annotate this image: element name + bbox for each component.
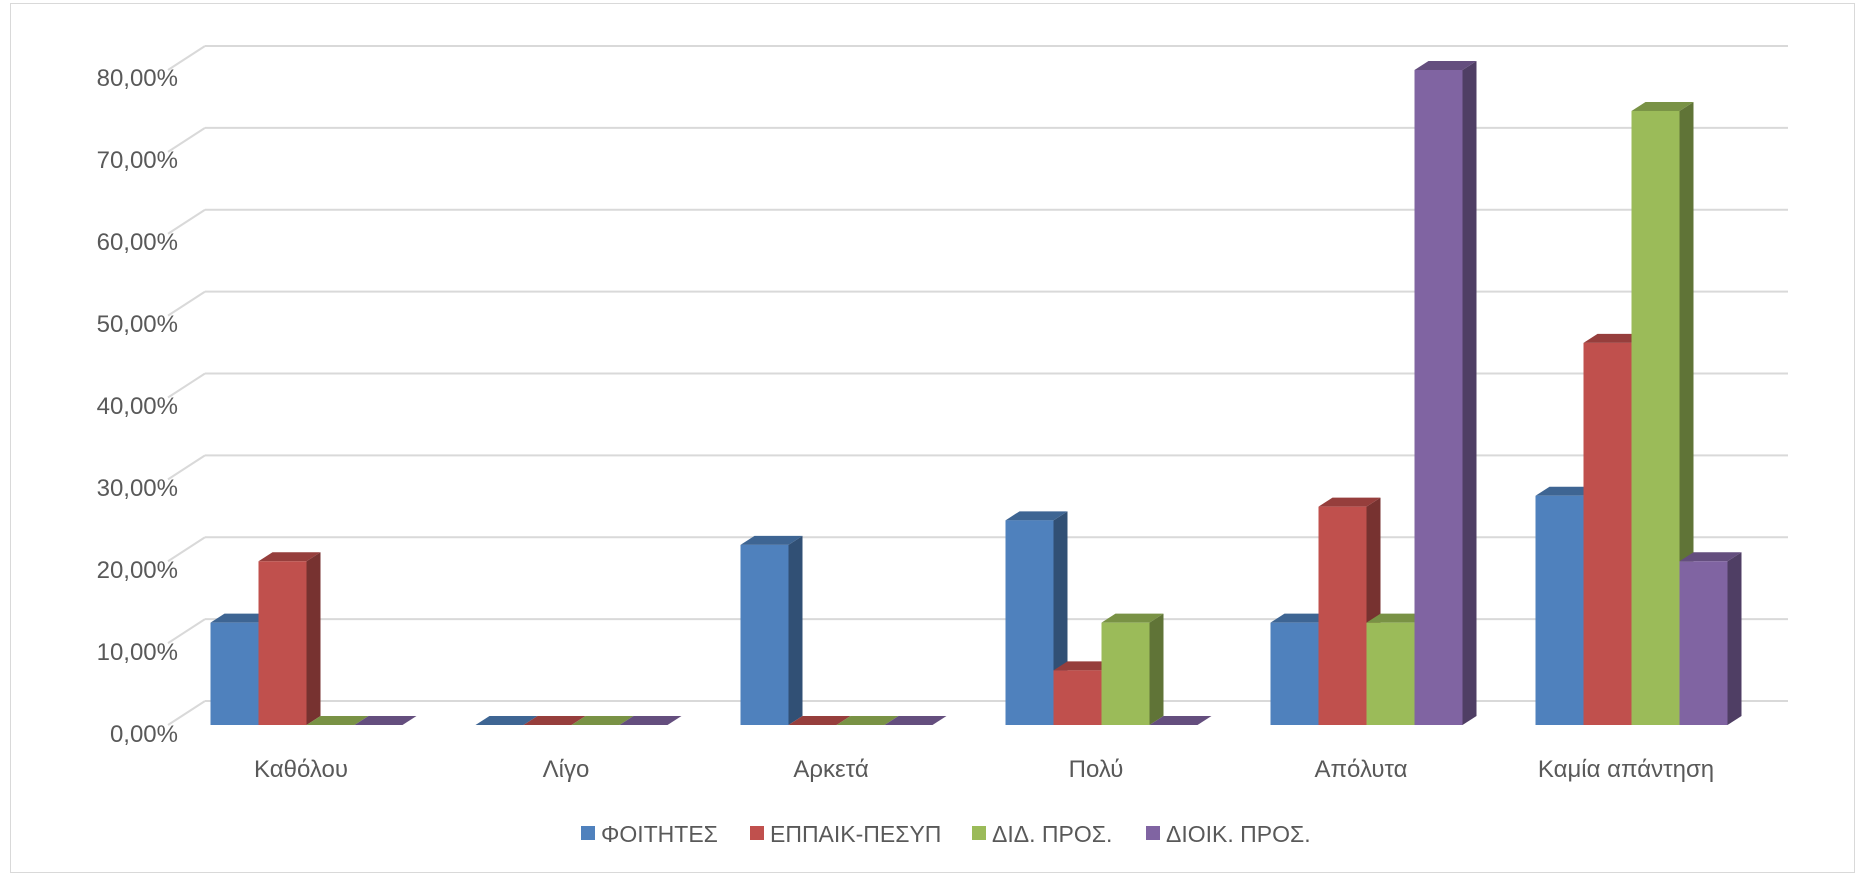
bar-top — [258, 552, 321, 562]
x-category-label: Πολύ — [1069, 756, 1124, 783]
legend-swatch — [972, 826, 986, 840]
x-axis-categories: Καθόλου Λίγο Αρκετά Πολύ Απόλυτα Καμία α… — [254, 756, 1714, 783]
bar — [1149, 716, 1212, 725]
bar-front — [740, 544, 789, 725]
gridline-side — [167, 618, 206, 644]
legend-label: ΔΙΟΙΚ. ΠΡΟΣ. — [1166, 821, 1311, 847]
bar-side — [1462, 61, 1477, 725]
bar-top — [571, 716, 634, 725]
y-tick-label: 60,00% — [97, 229, 178, 256]
bar-top — [1631, 101, 1694, 111]
bar — [619, 716, 682, 725]
legend-label: ΔΙΔ. ΠΡΟΣ. — [992, 821, 1112, 847]
bar-top — [306, 716, 369, 725]
bar-front — [1318, 506, 1367, 725]
bar-front — [1414, 70, 1463, 725]
chart-frame — [10, 3, 1855, 873]
y-tick-label: 50,00% — [97, 311, 178, 338]
gridline-side — [167, 208, 206, 235]
gridline-side — [167, 454, 206, 481]
gridline-side — [167, 372, 206, 399]
gridline-side — [167, 290, 206, 317]
bar-front — [1583, 342, 1632, 725]
bar — [740, 535, 803, 725]
bar-top — [1270, 613, 1333, 623]
bar-side — [1149, 613, 1164, 725]
legend-label: ΕΠΠΑΙΚ-ΠΕΣΥΠ — [770, 821, 941, 847]
gridline-side — [167, 45, 206, 71]
bar-top — [523, 716, 586, 725]
bar — [788, 716, 851, 725]
bar-top — [1366, 613, 1429, 623]
bar — [1318, 497, 1381, 725]
y-tick-label: 70,00% — [97, 147, 178, 174]
bar — [475, 716, 538, 725]
bar — [306, 716, 369, 725]
bar — [354, 716, 417, 725]
bar-front — [1631, 110, 1680, 725]
bar-top — [1101, 613, 1164, 623]
bar-front — [210, 622, 259, 725]
bar-front — [1270, 622, 1319, 725]
bar — [836, 716, 899, 725]
y-tick-label: 0,00% — [110, 721, 178, 748]
legend-swatch — [581, 826, 595, 840]
legend-swatch — [1146, 826, 1160, 840]
bar-front — [1535, 495, 1584, 725]
bar — [571, 716, 634, 725]
bars — [210, 61, 1742, 725]
legend-label: ΦΟΙΤΗΤΕΣ — [601, 821, 718, 847]
bar-top — [884, 716, 947, 725]
bar-top — [619, 716, 682, 725]
bar-top — [1318, 497, 1381, 507]
bar-top — [1535, 486, 1598, 496]
bar-top — [354, 716, 417, 725]
bar — [1679, 552, 1742, 725]
bar-front — [258, 561, 307, 725]
x-category-label: Καμία απάντηση — [1538, 756, 1714, 783]
gridline-side — [167, 700, 206, 726]
bar-top — [836, 716, 899, 725]
bar-top — [1149, 716, 1212, 725]
legend: ΦΟΙΤΗΤΕΣ ΕΠΠΑΙΚ-ΠΕΣΥΠ ΔΙΔ. ΠΡΟΣ. ΔΙΟΙΚ. … — [581, 821, 1311, 847]
y-tick-label: 20,00% — [97, 557, 178, 584]
bar-front — [1005, 520, 1054, 725]
bar-top — [788, 716, 851, 725]
gridlines — [167, 45, 1788, 726]
gridline-side — [167, 536, 206, 563]
gridline-side — [167, 127, 206, 153]
bar-top — [1583, 333, 1646, 343]
bar-front — [1366, 622, 1415, 725]
bar — [1414, 61, 1477, 725]
bar-top — [210, 613, 273, 623]
x-category-label: Απόλυτα — [1314, 756, 1407, 783]
bar-top — [1679, 552, 1742, 562]
bar-top — [1053, 661, 1116, 671]
bar-top — [1414, 61, 1477, 70]
y-axis-ticks: 0,00% 10,00% 20,00% 30,00% 40,00% 50,00%… — [97, 65, 178, 748]
bar-top — [740, 535, 803, 545]
bar-top — [1005, 511, 1068, 521]
y-tick-label: 10,00% — [97, 639, 178, 666]
bar-side — [1727, 552, 1742, 725]
bar-side — [306, 552, 321, 725]
bar-top — [475, 716, 538, 725]
bar-front — [1101, 622, 1150, 725]
bar-front — [1679, 561, 1728, 725]
legend-swatch — [750, 826, 764, 840]
bar — [258, 552, 321, 725]
y-tick-label: 80,00% — [97, 65, 178, 92]
x-category-label: Καθόλου — [254, 756, 348, 783]
x-category-label: Λίγο — [543, 756, 590, 783]
bar — [523, 716, 586, 725]
x-category-label: Αρκετά — [793, 756, 869, 783]
y-tick-label: 40,00% — [97, 393, 178, 420]
bar-front — [1053, 670, 1102, 725]
bar — [1101, 613, 1164, 725]
bar — [884, 716, 947, 725]
bar-side — [788, 535, 803, 725]
y-tick-label: 30,00% — [97, 475, 178, 502]
